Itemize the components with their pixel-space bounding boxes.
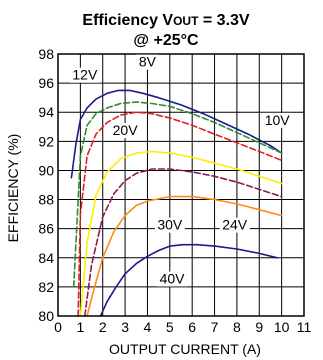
chart-title: Efficiency VOUT = 3.3V — [82, 12, 250, 29]
series-label-bg — [110, 123, 141, 139]
y-tick-label: 94 — [38, 104, 54, 120]
series-label-bg — [69, 67, 100, 83]
y-tick-label: 84 — [38, 250, 54, 266]
y-tick-label: 98 — [38, 46, 54, 62]
series-label-24v: 24V — [222, 217, 248, 233]
plot-frame — [57, 53, 305, 317]
x-tick-label: 6 — [188, 319, 196, 335]
x-tick-label: 8 — [233, 319, 241, 335]
series-line-20v — [79, 150, 283, 317]
x-tick-label: 1 — [76, 319, 84, 335]
series-line-12v — [72, 101, 283, 288]
chart-title-line2: @ +25°C — [133, 32, 199, 49]
y-tick-label: 86 — [38, 221, 54, 237]
y-tick-label: 88 — [38, 192, 54, 208]
x-tick-label: 2 — [99, 319, 107, 335]
x-tick-label: 9 — [255, 319, 263, 335]
series-label-8v: 8V — [139, 54, 157, 70]
series-label-bg — [262, 112, 293, 128]
series-line-10v — [77, 111, 283, 317]
y-tick-label: 82 — [38, 279, 54, 295]
chart-title-prefix: Efficiency V — [82, 12, 173, 29]
x-tick-label: 5 — [166, 319, 174, 335]
x-tick-label: 4 — [144, 319, 152, 335]
axes: 0 1 2 3 4 5 6 7 8 9 10 11 80 82 84 86 88 90 92 94 96 98 — [38, 46, 311, 335]
series-label-bg — [219, 217, 250, 233]
series-label-20v: 20V — [113, 122, 139, 138]
y-tick-label: 92 — [38, 133, 54, 149]
x-tick-label: 3 — [121, 319, 129, 335]
x-tick-label: 7 — [211, 319, 219, 335]
y-tick-label: 96 — [38, 75, 54, 91]
chart-title-subscript: OUT — [173, 14, 199, 28]
series-label-bg — [136, 54, 159, 70]
series-lines — [70, 89, 283, 317]
x-tick-label: 11 — [297, 319, 312, 335]
y-axis-label: EFFICIENCY (%) — [5, 134, 21, 243]
chart-title-suffix: = 3.3V — [198, 12, 249, 29]
y-tick-label: 90 — [38, 162, 54, 178]
series-labels: 12V 8V 10V 20V 24V 30V 40V — [69, 54, 293, 287]
series-label-12v: 12V — [72, 67, 98, 83]
series-line-30v — [86, 195, 283, 317]
series-line-40v — [99, 243, 279, 317]
x-axis-label: OUTPUT CURRENT (A) — [109, 341, 261, 357]
series-line-8v — [70, 89, 283, 179]
series-line-24v — [84, 168, 283, 317]
y-tick-label: 80 — [38, 308, 54, 324]
series-label-40v: 40V — [160, 271, 186, 287]
x-tick-label: 0 — [54, 319, 62, 335]
series-label-10v: 10V — [265, 112, 291, 128]
x-tick-label: 10 — [274, 319, 290, 335]
series-label-bg — [154, 217, 185, 233]
series-label-30v: 30V — [157, 217, 183, 233]
series-label-bg — [157, 271, 188, 287]
